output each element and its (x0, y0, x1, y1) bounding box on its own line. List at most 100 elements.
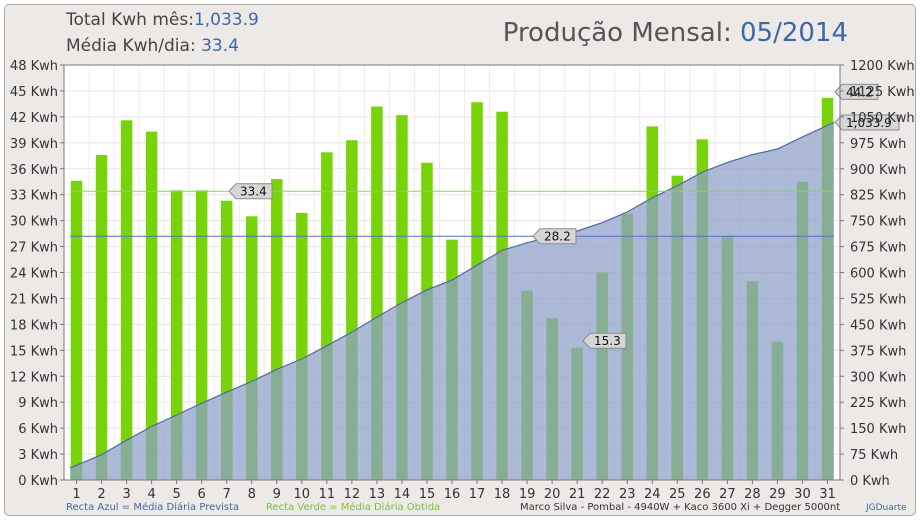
right-tick-label: 1200 Kwh (850, 59, 915, 74)
x-axis-ticks: 1 2 3 4 5 6 7 8 9 10 11 12 13 14 15 16 17 18 19 20 21 22 23 24 2… (72, 480, 836, 502)
x-tick-label: 6 (198, 487, 206, 502)
credit-note: JGDuarte (866, 503, 907, 513)
right-tick-label: 75 Kwh (850, 448, 898, 463)
forecast-average-note: Recta Azul = Média Diária Prevista (66, 502, 240, 513)
bar (296, 212, 308, 480)
x-tick-label: 20 (544, 487, 561, 502)
right-tick-label: 900 Kwh (850, 163, 906, 178)
right-tick-label: 825 Kwh (850, 189, 906, 204)
month-total-label: 1,033.9 (834, 114, 900, 131)
bar (321, 152, 333, 480)
obtained-average-label-box (228, 183, 273, 200)
left-tick-label: 27 Kwh (10, 241, 58, 256)
right-tick-label: 375 Kwh (850, 344, 906, 359)
left-axis-ticks: 0 Kwh 3 Kwh 6 Kwh 9 Kwh 12 Kwh 15 Kwh 18 Kwh 21… (10, 59, 64, 489)
x-tick-label: 31 (819, 487, 836, 502)
right-tick-label: 750 Kwh (850, 215, 906, 230)
left-tick-label: 3 Kwh (18, 448, 58, 463)
right-tick-label: 150 Kwh (850, 422, 906, 437)
right-tick-label: 975 Kwh (850, 137, 906, 152)
x-tick-label: 24 (644, 487, 661, 502)
bar (245, 216, 258, 481)
daily-average: Média Kwh/dia: 33.4 (66, 36, 239, 56)
x-tick-label: 5 (173, 487, 181, 502)
x-tick-label: 7 (223, 487, 231, 502)
chart-title: Produção Mensal: 05/2014 (503, 18, 848, 48)
max-day-label: 44.2 (834, 83, 879, 100)
cumulative-area (70, 122, 834, 481)
x-tick-label: 25 (669, 487, 686, 502)
left-tick-label: 6 Kwh (18, 422, 58, 437)
bar (271, 179, 283, 480)
x-tick-label: 26 (694, 487, 711, 502)
bar (170, 190, 183, 481)
min-day-label: 15.3 (582, 332, 627, 349)
x-tick-label: 23 (619, 487, 636, 502)
max-day-label-text: 44.2 (846, 85, 873, 99)
x-tick-label: 30 (794, 487, 811, 502)
left-tick-label: 33 Kwh (10, 189, 58, 204)
x-tick-label: 16 (444, 487, 461, 502)
min-day-label-text: 15.3 (594, 334, 621, 348)
daily-average-label: Média Kwh/dia: (66, 36, 196, 56)
daily-average-value: 33.4 (201, 36, 239, 56)
monthly-total: Total Kwh mês:1,033.9 (66, 10, 259, 30)
left-tick-label: 15 Kwh (10, 344, 58, 359)
x-tick-label: 4 (147, 487, 155, 502)
left-tick-label: 48 Kwh (10, 59, 58, 74)
month-total-label-text: 1,033.9 (846, 116, 892, 130)
left-tick-label: 0 Kwh (18, 474, 58, 489)
bar (371, 106, 383, 480)
chart-title-period: 05/2014 (739, 18, 848, 48)
x-tick-label: 27 (719, 487, 736, 502)
left-tick-label: 12 Kwh (10, 370, 58, 385)
x-tick-label: 8 (248, 487, 256, 502)
left-tick-label: 18 Kwh (10, 318, 58, 333)
bar (95, 154, 108, 480)
bar (220, 200, 233, 481)
right-tick-label: 0 Kwh (850, 474, 890, 489)
chart-title-label: Produção Mensal: (502, 18, 732, 48)
left-tick-label: 30 Kwh (10, 215, 58, 230)
obtained-average-note: Recta Verde = Média Diária Obtida (266, 502, 441, 513)
right-tick-label: 225 Kwh (850, 396, 906, 411)
right-tick-label: 1125 Kwh (850, 85, 915, 100)
obtained-average-label-text: 33.4 (240, 185, 267, 199)
right-tick-label: 525 Kwh (850, 292, 906, 307)
right-tick-label: 600 Kwh (850, 267, 906, 282)
left-tick-label: 9 Kwh (18, 396, 58, 411)
right-tick-label: 675 Kwh (850, 241, 906, 256)
monthly-total-label: Total Kwh mês: (66, 10, 194, 30)
left-tick-label: 42 Kwh (10, 111, 58, 126)
x-tick-label: 22 (594, 487, 611, 502)
x-tick-label: 17 (469, 487, 486, 502)
left-tick-label: 36 Kwh (10, 163, 58, 178)
x-tick-label: 19 (519, 487, 536, 502)
right-axis-ticks: 0 Kwh 75 Kwh 150 Kwh 225 Kwh 300 Kwh 375 Kwh 4… (840, 59, 915, 489)
right-tick-label: 300 Kwh (850, 370, 906, 385)
left-tick-label: 39 Kwh (10, 137, 58, 152)
x-tick-label: 3 (122, 487, 130, 502)
x-tick-label: 21 (569, 487, 586, 502)
x-tick-label: 1 (72, 487, 80, 502)
x-tick-label: 11 (319, 487, 336, 502)
x-tick-label: 12 (344, 487, 361, 502)
month-total-label-box (834, 114, 900, 131)
x-tick-label: 10 (294, 487, 311, 502)
obtained-average-label: 33.4 (228, 183, 273, 200)
bar (70, 180, 83, 480)
x-tick-label: 14 (394, 487, 411, 502)
left-tick-label: 24 Kwh (10, 267, 58, 282)
x-tick-label: 13 (369, 487, 386, 502)
bar (346, 140, 358, 480)
bar (120, 120, 133, 480)
x-tick-label: 18 (494, 487, 511, 502)
monthly-total-value: 1,033.9 (193, 10, 259, 30)
forecast-average-label-text: 28.2 (544, 230, 571, 244)
left-tick-label: 21 Kwh (10, 292, 58, 307)
x-tick-label: 28 (744, 487, 761, 502)
left-tick-label: 45 Kwh (10, 85, 58, 100)
bar (396, 115, 408, 480)
right-tick-label: 1050 Kwh (850, 111, 915, 126)
